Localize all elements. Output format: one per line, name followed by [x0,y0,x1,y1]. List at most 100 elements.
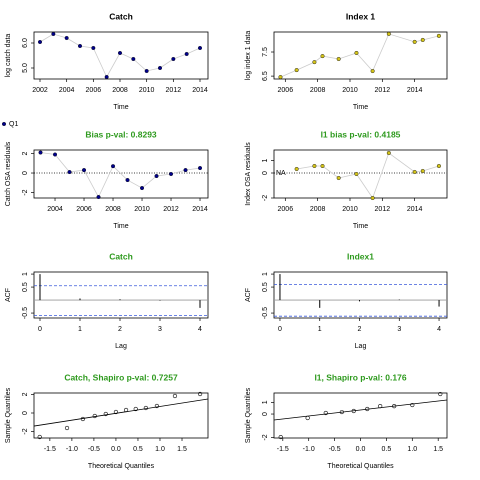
qq-point [305,415,310,421]
panel-title: I1 bias p-val: 0.4185 [321,129,401,139]
y-tick-label: -0.5 [22,307,29,319]
qq-point [64,425,70,431]
y-tick-label: -2 [262,434,269,440]
qq-point [37,434,42,440]
x-tick-label: 3 [158,326,162,333]
data-point [312,163,317,168]
y-axis-label: log index 1 data [245,31,252,81]
x-tick-label: 2006 [86,87,102,94]
x-tick-label: 2002 [32,87,48,94]
y-tick-label: 1 [262,158,269,162]
y-axis-label: Catch OSA residuals [5,141,12,206]
series-line [39,33,201,78]
y-axis-label: log catch data [5,34,12,78]
qq-point [197,391,203,397]
plot-frame [33,392,209,439]
qq-line [33,398,209,427]
data-point [278,75,283,80]
y-tick-label: 0 [262,412,269,416]
y-tick-label: 5.0 [22,63,29,73]
panel-title: Index 1 [346,11,376,21]
data-point [64,36,69,41]
y-axis-label: ACF [5,288,12,302]
qq-point [438,391,443,397]
legend-swatch [2,121,6,126]
data-point [294,68,299,73]
qq-point [133,406,138,412]
data-point [82,168,87,173]
x-tick-label: 0.5 [133,446,143,453]
y-tick-label: 2 [22,392,29,396]
y-axis-label: Sample Quantiles [5,387,12,443]
x-tick-label: 2004 [59,87,75,94]
data-point [420,37,425,42]
y-tick-label: 0 [262,171,269,175]
plot-frame [33,31,209,80]
y-tick-label: 2 [22,151,29,155]
x-tick-label: 2012 [375,87,391,94]
y-tick-label: -2 [22,428,29,434]
y-tick-label: -0.5 [262,307,269,319]
x-tick-label: -1.5 [44,446,56,453]
y-tick-label: 1 [22,272,29,276]
data-point [104,74,109,79]
data-point [51,32,56,37]
panel-title: Catch [109,11,133,21]
x-tick-label: 3 [397,326,401,333]
data-point [436,33,441,38]
x-tick-label: 0 [38,326,42,333]
qq-point [378,403,383,409]
qq-point [410,402,415,408]
qq-point [154,403,160,409]
panel-title: Index1 [347,251,374,261]
plot-frame [273,31,448,80]
panel-title: I1, Shapiro p-val: 0.176 [314,372,406,382]
data-point [198,166,203,171]
x-tick-label: -1.0 [66,446,78,453]
panel-title: Bias p-val: 0.8293 [85,129,157,139]
x-tick-label: 2010 [134,206,150,213]
x-tick-label: 2010 [139,87,155,94]
x-tick-label: 4 [198,326,202,333]
plot-frame [33,271,209,319]
y-axis-label: ACF [245,288,252,302]
data-point [53,152,58,157]
data-point [320,54,325,59]
y-tick-label: 0.5 [262,282,269,292]
qq-point [365,406,370,412]
qq-point [323,410,328,416]
x-tick-label: 2008 [310,206,326,213]
data-point [436,163,441,168]
legend-label: Q1 [9,121,18,128]
data-point [312,60,317,65]
x-tick-label: 4 [437,326,441,333]
x-tick-label: -0.5 [88,446,100,453]
x-tick-label: 0.0 [356,446,366,453]
x-axis-label: Time [113,104,128,111]
data-point [412,39,417,44]
x-tick-label: 2010 [342,206,358,213]
x-tick-label: 1.0 [407,446,417,453]
series-line [40,152,201,198]
qq-point [143,405,148,411]
y-axis-label: Sample Quantiles [245,387,252,443]
x-tick-label: 2014 [192,206,208,213]
data-point [144,68,149,73]
qq-point [103,411,108,417]
x-tick-label: 2012 [375,206,391,213]
data-point [320,163,325,168]
y-tick-label: 0 [22,411,29,415]
x-tick-label: -1.5 [277,446,289,453]
x-tick-label: 2006 [76,206,92,213]
x-tick-label: 2004 [47,206,63,213]
y-tick-label: 7.5 [262,47,269,57]
y-tick-label: 0 [22,171,29,175]
data-point [386,31,391,36]
data-point [386,150,391,155]
data-point [336,175,341,180]
annotation: NA [276,170,286,177]
data-point [38,40,43,45]
y-tick-label: 6.0 [22,38,29,48]
qq-point [351,408,356,414]
